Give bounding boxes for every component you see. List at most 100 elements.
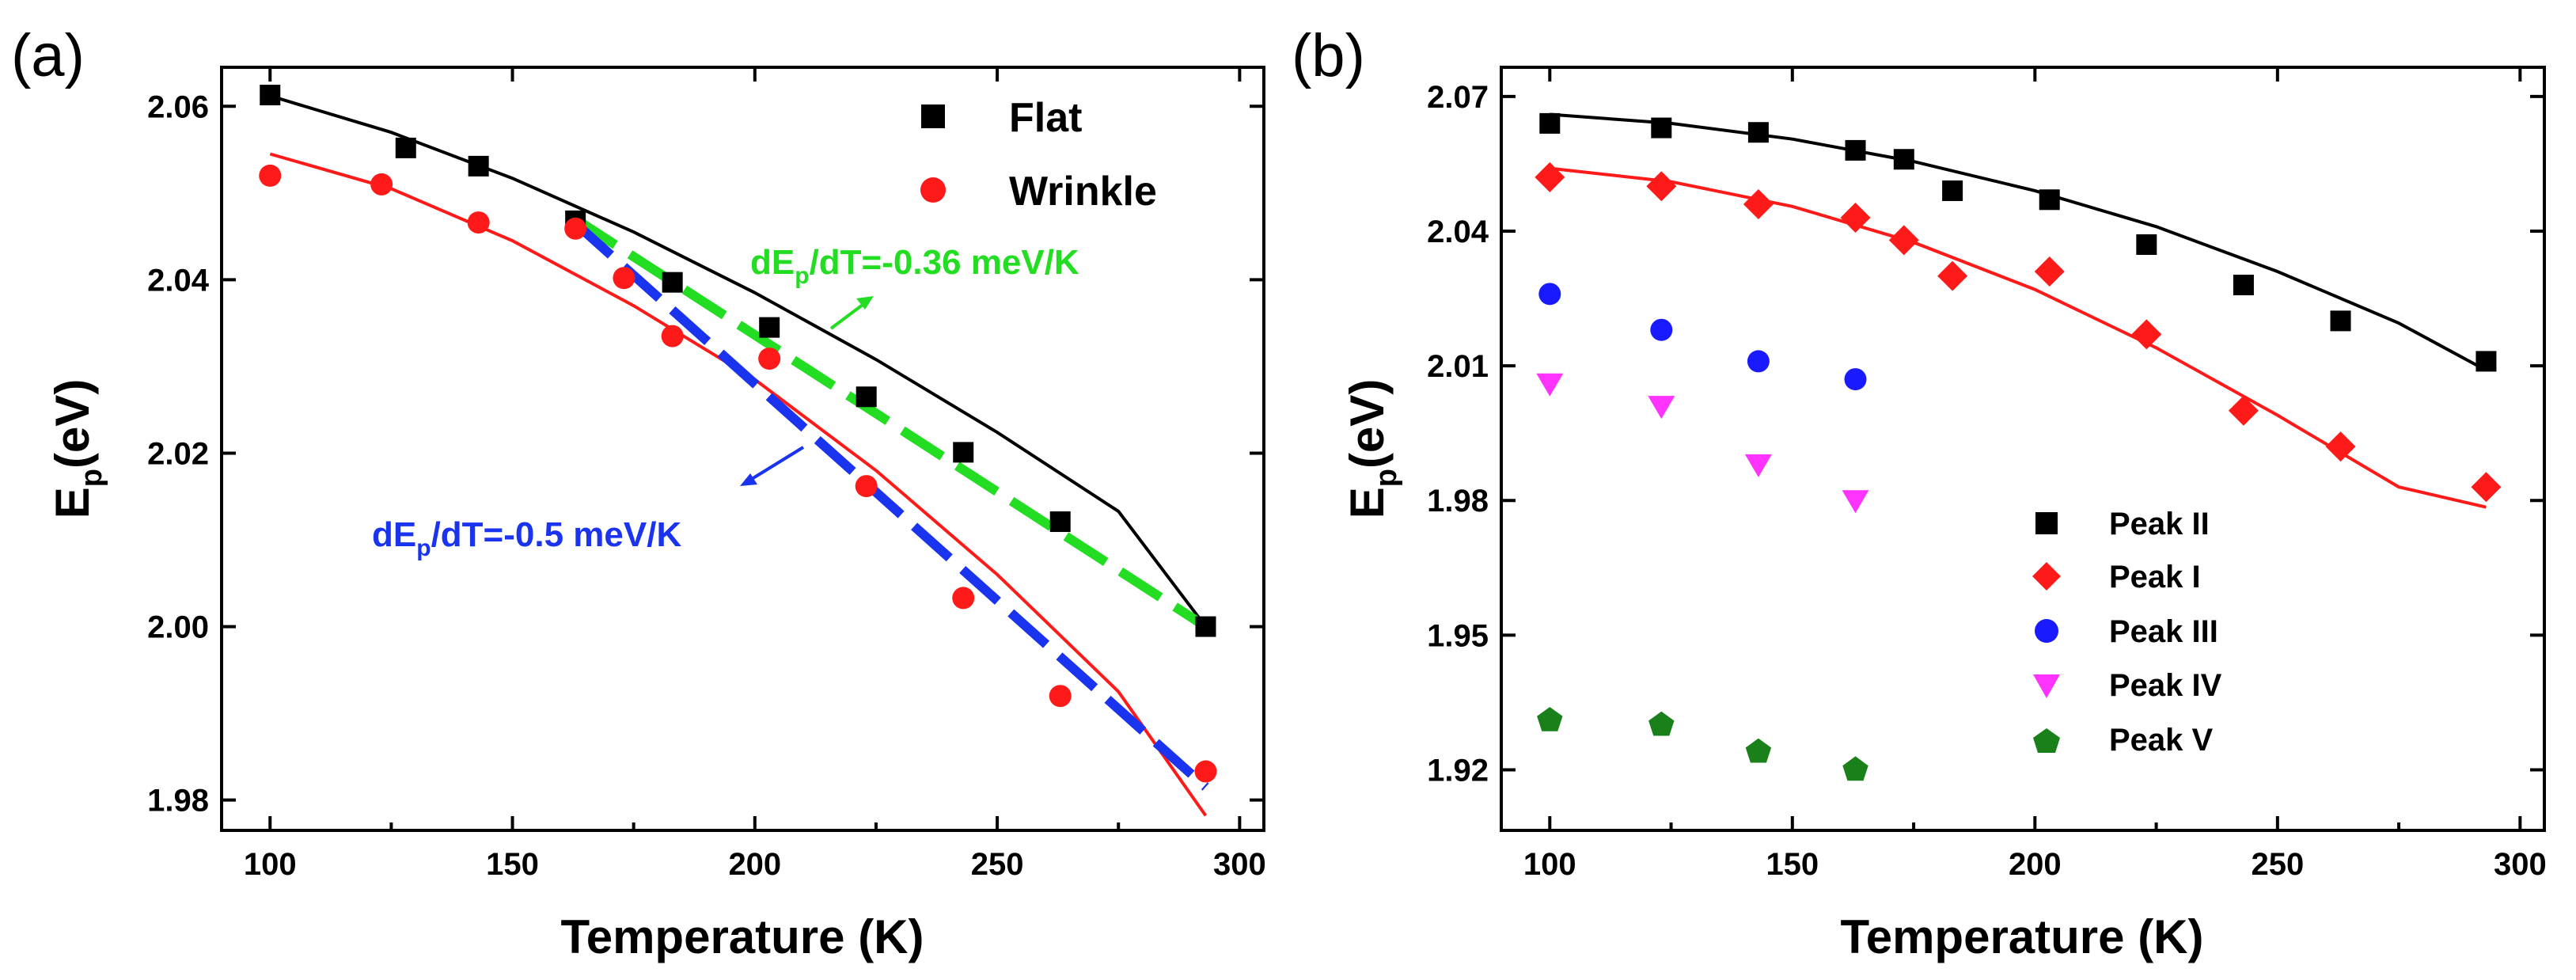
annotation-green: dEp/dT=-0.36 meV/K — [750, 243, 1079, 330]
point-wrinkle-2 — [467, 211, 490, 234]
legend-marker-flat — [921, 104, 945, 128]
legend-label-wrinkle: Wrinkle — [1009, 169, 1157, 215]
point-flat-2 — [468, 155, 489, 177]
point-peak-i-1 — [1646, 171, 1677, 202]
point-peak-iii-1 — [1650, 318, 1673, 341]
point-peak-ii-4 — [1893, 149, 1914, 170]
point-peak-ii-0 — [1539, 112, 1561, 134]
point-peak-iv-0 — [1536, 373, 1564, 397]
y-tick-label-3-a: 2.04 — [147, 263, 210, 298]
plot-area-b — [1535, 112, 2502, 781]
linear-fit-1 — [572, 219, 1209, 791]
axis-frame-a — [220, 66, 1265, 832]
point-wrinkle-9 — [1049, 685, 1072, 708]
legend-marker-wrinkle — [920, 177, 946, 203]
data-points-b — [1535, 112, 2502, 781]
y-ticks-a: 1.98 2.00 2.02 2.04 2.06 — [147, 89, 1264, 819]
point-flat-8 — [1049, 511, 1071, 533]
point-peak-i-2 — [1743, 188, 1774, 219]
point-peak-i-5 — [1937, 260, 1968, 291]
point-wrinkle-3 — [564, 217, 587, 240]
annotation-arrow-blue — [750, 446, 805, 481]
annotation-blue: dEp/dT=-0.5 meV/K — [372, 446, 805, 561]
point-flat-7 — [953, 442, 974, 463]
point-peak-ii-7 — [2136, 234, 2157, 255]
legend-marker-peak-iv — [2033, 674, 2060, 698]
legend-a: Flat Wrinkle — [920, 95, 1157, 215]
point-peak-iv-3 — [1842, 490, 1869, 514]
fit-curves-b — [1550, 112, 2487, 509]
x-tick-label-150-b: 150 — [1766, 847, 1819, 882]
x-tick-label-200-b: 200 — [2009, 847, 2062, 882]
point-peak-iii-3 — [1844, 368, 1867, 391]
axis-frame-b — [1500, 66, 2546, 832]
panel-b: (b) 100 150 200 250 300 1.92 1.95 1.98 2.01 2.04… — [1292, 22, 2547, 963]
y-axis-title-a: Ep(eV) — [46, 379, 108, 519]
plot-area-a — [259, 85, 1217, 817]
x-axis-title-a: Temperature (K) — [561, 910, 924, 963]
point-peak-ii-8 — [2233, 275, 2254, 296]
arrowhead-blue — [740, 473, 757, 486]
point-flat-0 — [260, 85, 281, 106]
y-axis-title-b: Ep(eV) — [1341, 379, 1403, 519]
point-wrinkle-5 — [661, 325, 684, 348]
legend-b: Peak II Peak I Peak III Peak IV Peak V — [2032, 507, 2222, 758]
point-peak-i-3 — [1840, 202, 1871, 233]
linear-fits-a — [572, 215, 1209, 791]
panel-a: (a) 100 150 200 250 300 1.98 2.00 2.02 2.04 2.06… — [11, 22, 1266, 963]
legend-label-peak-i: Peak I — [2109, 560, 2201, 594]
point-peak-ii-3 — [1845, 139, 1866, 161]
point-peak-i-7 — [2131, 319, 2162, 350]
legend-marker-peak-v — [2033, 728, 2060, 753]
x-axis-title-b: Temperature (K) — [1841, 910, 2204, 963]
point-peak-v-3 — [1842, 756, 1868, 781]
point-wrinkle-1 — [370, 173, 393, 196]
y-ticks-b: 1.92 1.95 1.98 2.01 2.04 2.07 — [1427, 80, 2544, 788]
fit-curve-peak-ii — [1550, 112, 2487, 372]
point-flat-4 — [662, 272, 683, 293]
data-points-a — [259, 85, 1217, 783]
x-tick-label-250-a: 250 — [971, 847, 1024, 882]
point-peak-ii-9 — [2330, 310, 2351, 332]
x-tick-label-300-b: 300 — [2494, 847, 2547, 882]
arrowhead-green — [856, 296, 874, 310]
point-flat-9 — [1195, 616, 1216, 637]
legend-label-flat: Flat — [1009, 95, 1082, 141]
panel-label-b: (b) — [1292, 22, 1365, 89]
point-flat-5 — [759, 317, 780, 338]
y-tick-label-1-a: 2.00 — [147, 610, 209, 645]
panel-label-a: (a) — [11, 22, 85, 89]
point-wrinkle-10 — [1194, 760, 1217, 783]
legend-marker-peak-ii — [2035, 512, 2058, 534]
y-tick-label-0-b: 1.92 — [1427, 753, 1489, 788]
point-wrinkle-6 — [758, 348, 781, 370]
x-ticks-a: 100 150 200 250 300 — [244, 67, 1266, 882]
point-peak-v-0 — [1537, 707, 1563, 731]
point-peak-i-6 — [2034, 256, 2065, 287]
point-peak-v-2 — [1745, 738, 1772, 763]
point-peak-i-4 — [1888, 225, 1919, 256]
point-peak-ii-6 — [2039, 189, 2060, 211]
y-tick-label-2-b: 1.98 — [1427, 484, 1489, 518]
point-wrinkle-8 — [952, 587, 975, 610]
point-flat-6 — [856, 386, 877, 408]
point-peak-i-10 — [2471, 472, 2502, 503]
y-tick-label-0-a: 1.98 — [147, 784, 209, 819]
fit-curve-flat — [269, 94, 1208, 628]
x-ticks-b: 100 150 200 250 300 — [1523, 67, 2547, 882]
legend-label-peak-iii: Peak III — [2109, 614, 2218, 649]
point-peak-iv-2 — [1744, 454, 1772, 477]
point-wrinkle-7 — [855, 475, 878, 498]
x-tick-label-250-b: 250 — [2251, 847, 2304, 882]
legend-label-peak-v: Peak V — [2109, 723, 2214, 758]
legend-label-peak-iv: Peak IV — [2109, 668, 2222, 703]
legend-marker-peak-iii — [2035, 619, 2058, 643]
point-peak-ii-2 — [1747, 122, 1769, 143]
point-peak-i-0 — [1535, 161, 1565, 192]
point-peak-iii-2 — [1747, 350, 1770, 373]
x-tick-label-100-a: 100 — [244, 847, 297, 882]
point-peak-i-8 — [2228, 395, 2259, 426]
x-tick-label-150-a: 150 — [486, 847, 539, 882]
point-wrinkle-0 — [259, 164, 282, 187]
